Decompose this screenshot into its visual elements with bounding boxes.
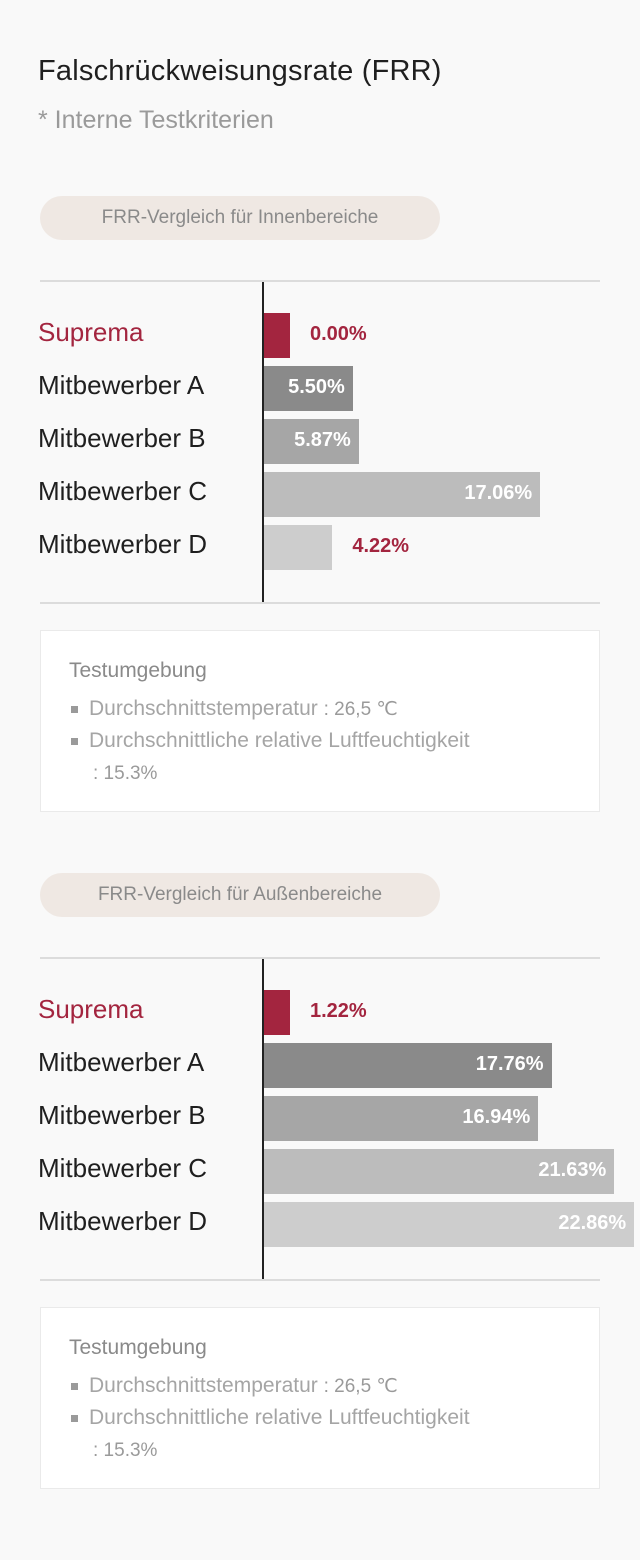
value-label: 4.22% [352, 535, 410, 557]
value-label: 0.00% [310, 323, 367, 345]
bar [264, 419, 360, 464]
bar-row: Mitbewerber C 21.63% [38, 1149, 615, 1195]
env-humidity-label: Durchschnittliche relative Luftfeuchtigk… [89, 729, 470, 752]
bar-row: Mitbewerber D 22.86% [38, 1202, 635, 1248]
page-subtitle: * Interne Testkriterien [38, 106, 274, 134]
value-label: 22.86% [558, 1212, 627, 1234]
category-label: Mitbewerber C [38, 476, 208, 506]
value-label: 17.06% [464, 482, 533, 504]
env-humidity: Durchschnittliche relative Luftfeuchtigk… [71, 1406, 470, 1430]
env-humidity-label: Durchschnittliche relative Luftfeuchtigk… [89, 1406, 470, 1429]
page-title: Falschrückweisungsrate (FRR) [38, 55, 442, 87]
bar-row: Mitbewerber D 4.22% [38, 525, 600, 571]
category-label: Mitbewerber A [38, 1047, 205, 1077]
bullet-icon [71, 1383, 78, 1390]
indoor-chart-title: FRR-Vergleich für Innenbereiche [40, 196, 440, 240]
bar [264, 366, 354, 411]
category-label: Mitbewerber B [38, 1100, 206, 1130]
category-label: Mitbewerber D [38, 529, 208, 559]
indoor-test-environment: Testumgebung Durchschnittstemperatur : 2… [40, 630, 600, 812]
category-label: Suprema [38, 317, 144, 347]
bullet-icon [71, 738, 78, 745]
bar-row: Suprema 1.22% [38, 990, 600, 1036]
env-temperature: Durchschnittstemperatur : 26,5 ℃ [71, 1374, 398, 1398]
bar [264, 1149, 615, 1194]
env-temperature-value: : 26,5 ℃ [323, 1376, 398, 1397]
bar [264, 1096, 539, 1141]
bar [264, 313, 290, 358]
bar-row: Suprema 0.00% [38, 313, 600, 359]
bar-row: Mitbewerber B 16.94% [38, 1096, 600, 1142]
bullet-icon [71, 706, 78, 713]
outdoor-test-environment: Testumgebung Durchschnittstemperatur : 2… [40, 1307, 600, 1489]
bar [264, 1043, 552, 1088]
env-temperature: Durchschnittstemperatur : 26,5 ℃ [71, 697, 398, 721]
env-temperature-label: Durchschnittstemperatur [89, 1374, 318, 1397]
category-label: Suprema [38, 994, 144, 1024]
value-label: 5.50% [288, 376, 345, 398]
env-humidity: Durchschnittliche relative Luftfeuchtigk… [71, 729, 470, 753]
outdoor-chart-title: FRR-Vergleich für Außenbereiche [40, 873, 440, 917]
value-label: 21.63% [538, 1159, 607, 1181]
category-label: Mitbewerber A [38, 370, 205, 400]
env-temperature-value: : 26,5 ℃ [323, 699, 398, 720]
env-title: Testumgebung [69, 659, 207, 682]
value-label: 1.22% [310, 1000, 367, 1022]
outdoor-chart: Suprema 1.22% Mitbewerber A 17.76% Mitbewerb… [38, 957, 635, 1281]
value-label: 16.94% [462, 1106, 531, 1128]
env-temperature-label: Durchschnittstemperatur [89, 697, 318, 720]
env-title: Testumgebung [69, 1336, 207, 1359]
chart-axis [262, 959, 264, 1279]
bar-row: Mitbewerber A 17.76% [38, 1043, 600, 1089]
bar [264, 1202, 635, 1247]
bar-row: Mitbewerber A 5.50% [38, 366, 600, 412]
indoor-chart: Suprema 0.00% Mitbewerber A 5.50% Mitbewerbe… [38, 280, 600, 604]
bar-row: Mitbewerber B 5.87% [38, 419, 600, 465]
value-label: 5.87% [294, 429, 351, 451]
bar [264, 990, 290, 1035]
bar-row: Mitbewerber C 17.06% [38, 472, 600, 518]
bar [264, 472, 541, 517]
bar [264, 525, 333, 570]
chart-axis [262, 282, 264, 602]
category-label: Mitbewerber B [38, 423, 206, 453]
env-humidity-value: : 15.3% [93, 1440, 158, 1461]
category-label: Mitbewerber C [38, 1153, 208, 1183]
env-humidity-value: : 15.3% [93, 763, 158, 784]
value-label: 17.76% [475, 1053, 544, 1075]
category-label: Mitbewerber D [38, 1206, 208, 1236]
bullet-icon [71, 1415, 78, 1422]
